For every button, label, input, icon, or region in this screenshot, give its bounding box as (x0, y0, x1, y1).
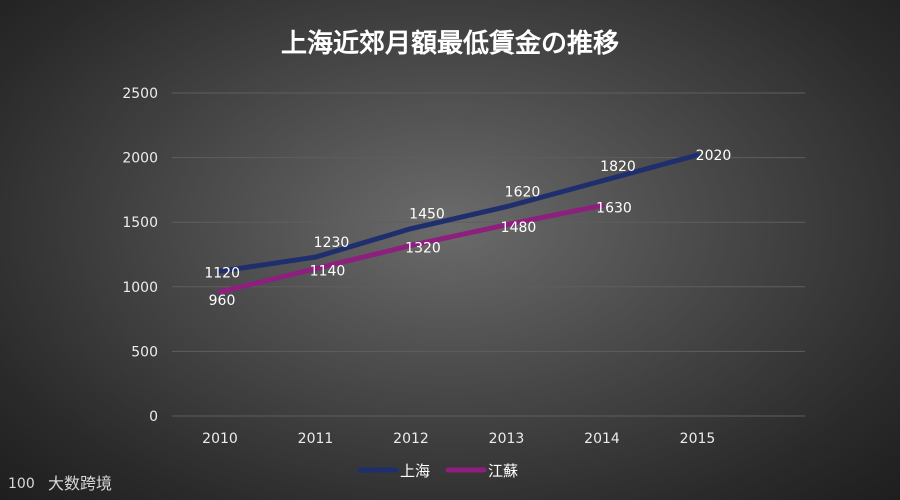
legend: 上海 江蘇 (357, 462, 518, 480)
grid-layer (172, 92, 805, 417)
data-label: 2020 (696, 148, 732, 164)
series-line-0 (217, 152, 700, 274)
data-point (695, 152, 700, 158)
legend-label: 江蘇 (488, 462, 518, 480)
data-label: 1620 (505, 185, 541, 201)
data-label: 1450 (409, 207, 445, 223)
y-tick-label: 1500 (122, 215, 158, 231)
watermark-text: 大数跨境 (48, 474, 113, 493)
x-tick-label: 2013 (489, 431, 525, 447)
x-tick-label: 2011 (298, 431, 334, 447)
y-tick-label: 2500 (122, 86, 158, 102)
data-label: 1230 (314, 235, 350, 251)
x-tick-label: 2015 (680, 431, 716, 447)
x-tick-label: 2014 (584, 431, 620, 447)
data-point (599, 178, 605, 184)
data-label: 1320 (405, 240, 441, 256)
data-label: 1140 (310, 264, 346, 280)
data-point (408, 226, 414, 232)
y-axis: 0 500 1000 1500 2000 2500 (122, 86, 158, 425)
data-point (504, 222, 509, 228)
data-point (217, 268, 223, 274)
brand-logo-icon: 100 (8, 476, 35, 492)
y-tick-label: 1000 (122, 280, 158, 296)
data-point (217, 289, 223, 295)
chart-title: 上海近郊月額最低賃金の推移 (281, 28, 619, 59)
svg-text:100: 100 (8, 476, 35, 492)
watermark: 100 大数跨境 (8, 470, 112, 494)
data-point (313, 266, 318, 272)
data-label: 1820 (600, 159, 636, 175)
series-layer (217, 152, 700, 295)
data-label: 960 (209, 293, 236, 309)
data-label: 1630 (596, 200, 632, 216)
data-point (504, 204, 509, 210)
legend-label: 上海 (400, 462, 430, 480)
y-tick-label: 500 (131, 344, 158, 360)
x-tick-label: 2012 (393, 431, 429, 447)
data-label: 1120 (204, 265, 240, 281)
x-axis: 2010 2011 2012 2013 2014 2015 (202, 431, 715, 447)
x-tick-label: 2010 (202, 431, 238, 447)
data-labels: 1120 1230 1450 1620 1820 2020 960 1140 1320 1480 1… (204, 148, 731, 309)
y-tick-label: 2000 (122, 151, 158, 167)
data-point (408, 242, 414, 248)
data-label: 1480 (501, 220, 537, 236)
data-point (313, 254, 318, 260)
data-point (599, 202, 605, 208)
y-tick-label: 0 (149, 409, 158, 425)
